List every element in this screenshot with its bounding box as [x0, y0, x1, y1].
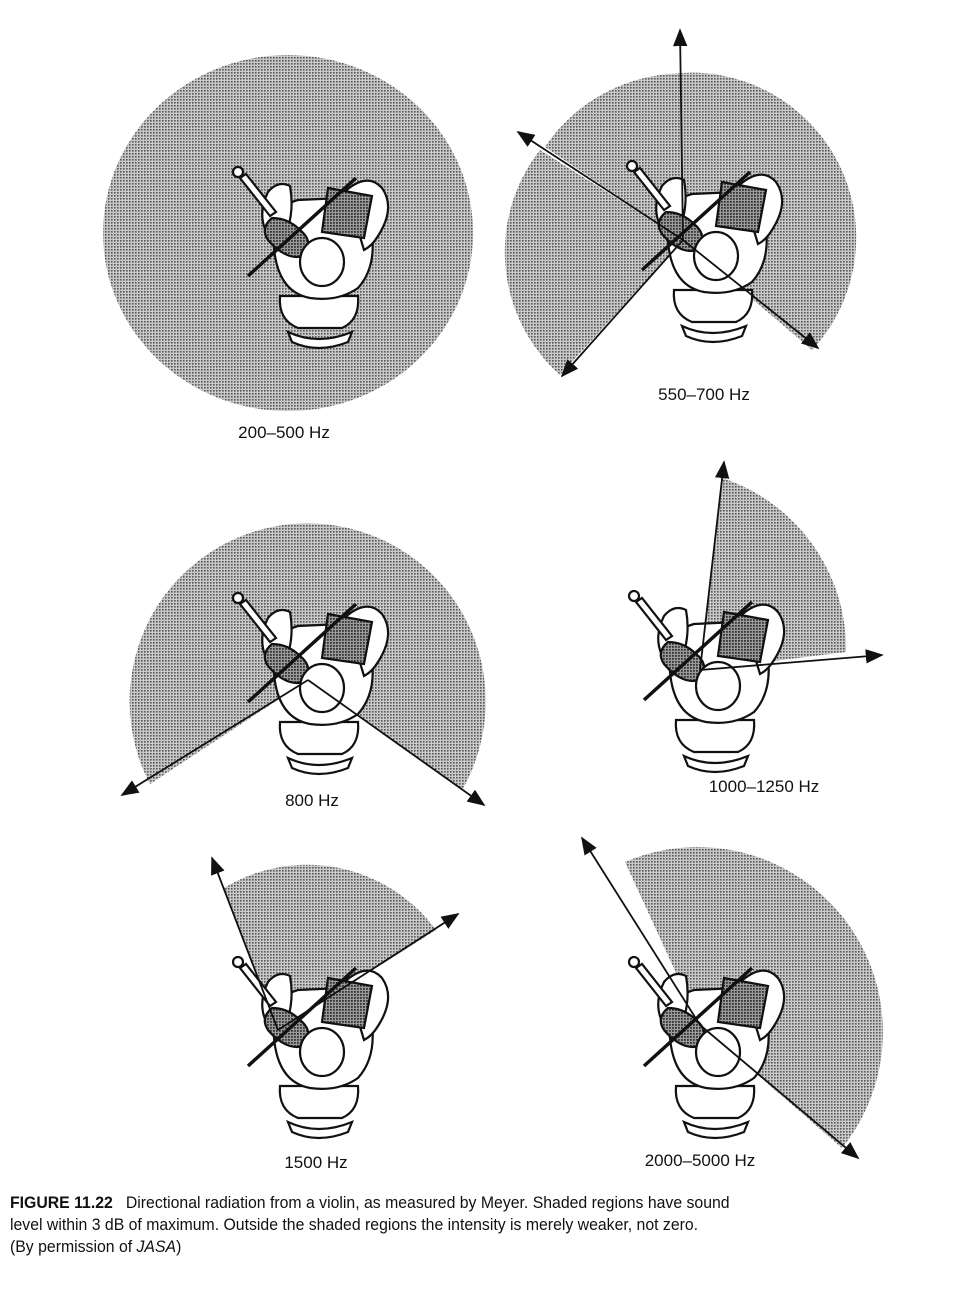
caption-text: (By permission of [10, 1237, 137, 1256]
panel-550-700hz: 550–700 Hz [504, 28, 857, 404]
figure-number: FIGURE 11.22 [10, 1193, 113, 1212]
caption-line-3: (By permission of JASA) [10, 1236, 894, 1258]
caption-text: Directional radiation from a violin, as … [125, 1193, 730, 1212]
radiation-region [504, 150, 683, 375]
panel-2000-5000hz: 2000–5000 Hz [581, 836, 883, 1170]
panel-1000-1250hz: 1000–1250 Hz [627, 460, 884, 796]
panel-1500hz: 1500 Hz [211, 856, 460, 1172]
caption-line-2: level within 3 dB of maximum. Outside th… [10, 1215, 699, 1234]
panel-label: 2000–5000 Hz [645, 1151, 756, 1170]
panel-label: 1500 Hz [284, 1153, 347, 1172]
caption-line-1: FIGURE 11.22 Directional radiation from a… [10, 1192, 894, 1214]
panel-800hz: 800 Hz [120, 523, 486, 810]
panel-label: 800 Hz [285, 791, 339, 810]
panel-label: 550–700 Hz [658, 385, 750, 404]
figure-caption: FIGURE 11.22 Directional radiation from a… [10, 1192, 894, 1258]
caption-source: JASA [136, 1237, 177, 1256]
panel-200-500hz: 200–500 Hz [103, 55, 473, 442]
caption-text: ) [176, 1237, 182, 1256]
panel-label: 1000–1250 Hz [709, 777, 820, 796]
panel-label: 200–500 Hz [238, 423, 330, 442]
